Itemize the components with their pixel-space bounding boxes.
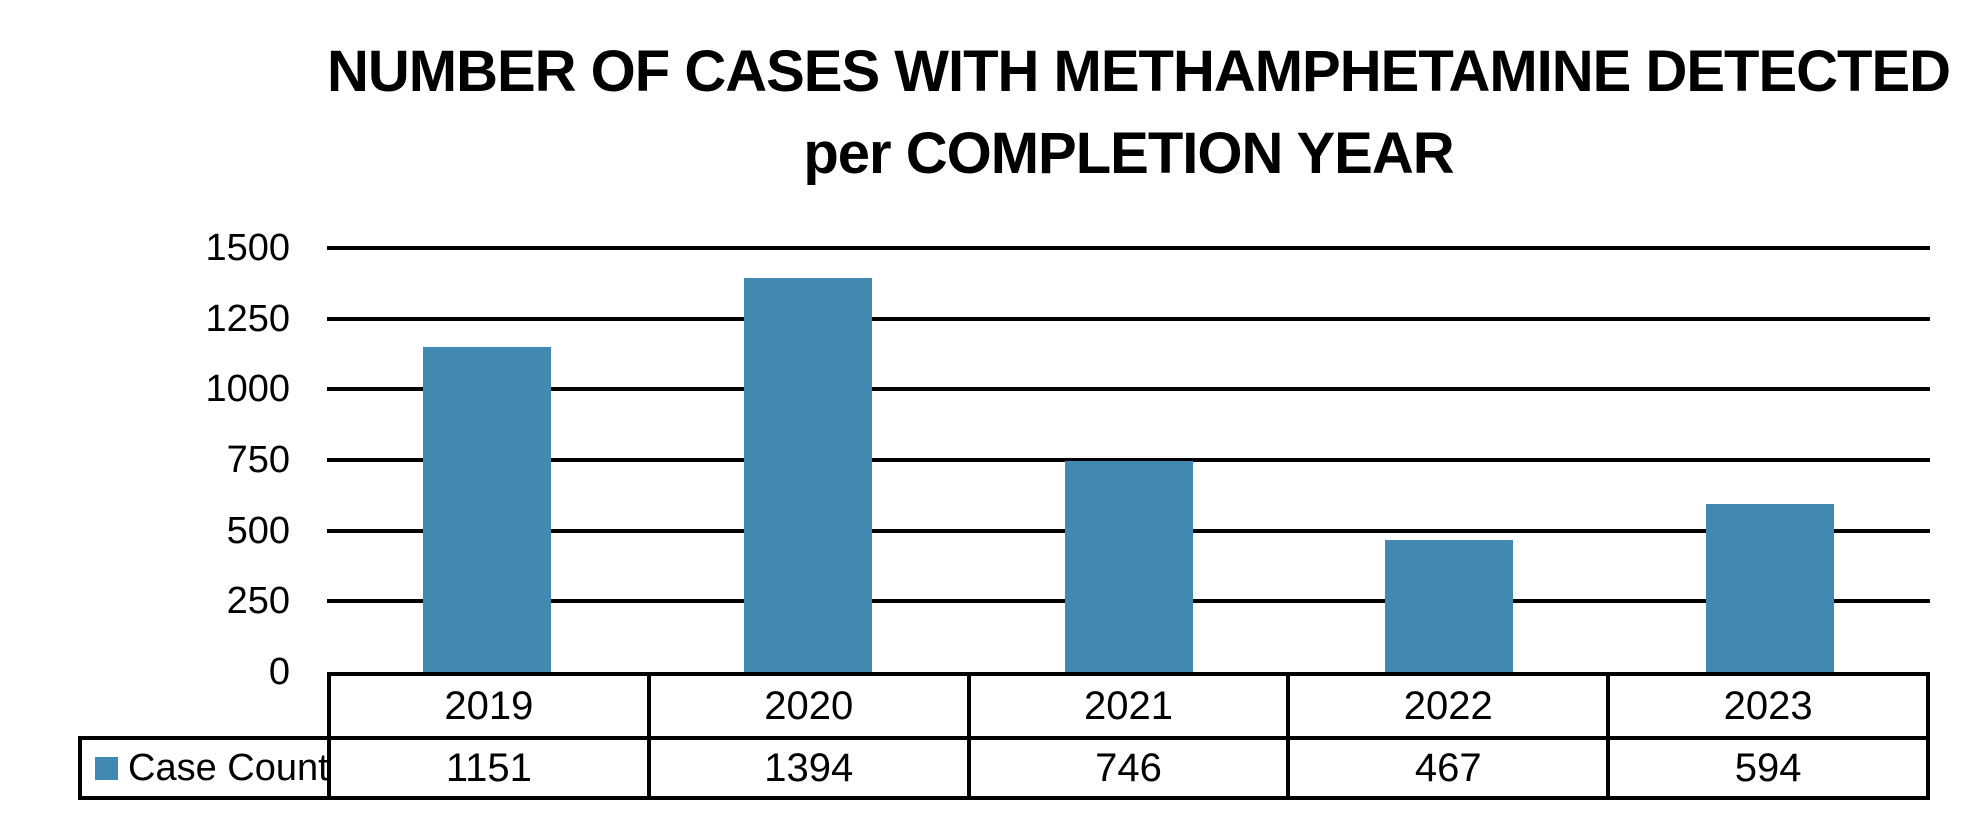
bar-2022 bbox=[1385, 540, 1513, 672]
chart-title: NUMBER OF CASES WITH METHAMPHETAMINE DET… bbox=[327, 31, 1951, 195]
y-axis-tick-label: 1500 bbox=[205, 227, 290, 269]
data-table-row: Case Count 1151 1394 746 467 594 bbox=[78, 736, 1930, 800]
bar-2023 bbox=[1706, 504, 1834, 672]
value-cell-2021: 746 bbox=[966, 740, 1287, 796]
legend-cell: Case Count bbox=[82, 740, 327, 796]
bar-2019 bbox=[423, 347, 551, 672]
legend-color-swatch bbox=[95, 756, 118, 780]
category-header-2022: 2022 bbox=[1290, 676, 1611, 736]
y-axis-tick-label: 500 bbox=[226, 510, 290, 552]
value-cell-2022: 467 bbox=[1286, 740, 1606, 796]
category-header-2020: 2020 bbox=[651, 676, 971, 736]
category-header-2019: 2019 bbox=[331, 676, 651, 736]
gridline-1000 bbox=[327, 387, 1930, 391]
gridline-1500 bbox=[327, 246, 1930, 250]
value-cell-2020: 1394 bbox=[646, 740, 967, 796]
gridline-750 bbox=[327, 458, 1930, 462]
y-axis-tick-label: 1000 bbox=[205, 368, 290, 410]
chart-title-line2: per COMPLETION YEAR bbox=[803, 121, 1454, 186]
bar-2021 bbox=[1065, 461, 1193, 672]
category-header-2021: 2021 bbox=[971, 676, 1291, 736]
chart-title-line1: NUMBER OF CASES WITH METHAMPHETAMINE DET… bbox=[327, 39, 1951, 104]
category-header-2023: 2023 bbox=[1723, 683, 1813, 728]
value-cell-2023: 594 bbox=[1606, 740, 1926, 796]
y-axis-tick-label: 250 bbox=[226, 580, 290, 622]
y-axis-tick-label: 750 bbox=[226, 439, 290, 481]
y-axis-tick-label: 0 bbox=[268, 651, 290, 693]
gridline-1250 bbox=[327, 317, 1930, 321]
legend-label: Case Count bbox=[128, 746, 327, 789]
bar-2020 bbox=[744, 278, 872, 672]
value-cell-2019: 1151 bbox=[327, 740, 647, 796]
y-axis-tick-label: 1250 bbox=[205, 298, 290, 340]
category-header-row: 2019 2020 2021 2022 2023 bbox=[327, 672, 1930, 736]
